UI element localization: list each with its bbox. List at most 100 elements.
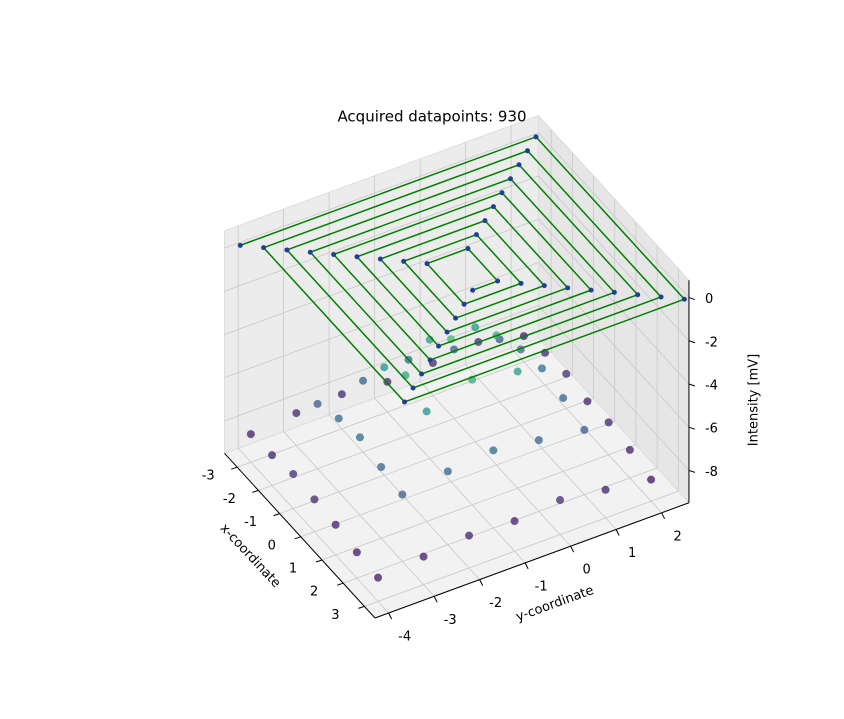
- tick-mark: [273, 513, 280, 517]
- tick-mark: [661, 512, 666, 520]
- data-point: [513, 367, 522, 376]
- grid-line: [419, 381, 571, 547]
- path-vertex: [516, 162, 522, 168]
- x-axis-label: x-coordinate: [217, 521, 284, 591]
- path-vertex: [524, 148, 530, 154]
- tick-mark: [688, 297, 696, 301]
- path-vertex: [453, 315, 459, 321]
- path-vertex: [495, 278, 501, 284]
- data-point: [380, 363, 389, 372]
- path-vertex: [307, 249, 313, 255]
- data-point: [556, 496, 565, 505]
- path-vertex: [541, 283, 547, 289]
- path-vertex: [402, 399, 408, 405]
- grid-line: [465, 364, 617, 530]
- path-vertex: [635, 292, 641, 298]
- path-vertex: [470, 287, 476, 293]
- tick-mark: [688, 340, 696, 344]
- scan-path: [239, 135, 686, 403]
- path-vertex: [482, 218, 488, 224]
- x-axis: [224, 452, 376, 619]
- data-point: [443, 467, 452, 476]
- path-vertex: [427, 357, 433, 363]
- grid-line: [538, 175, 690, 342]
- grid-line: [538, 218, 690, 385]
- tick-mark: [570, 545, 575, 553]
- data-point: [534, 436, 543, 445]
- z-tick-label: -4: [705, 378, 718, 393]
- tick-mark: [388, 612, 393, 620]
- grid-line: [321, 444, 637, 561]
- grid-line: [374, 397, 526, 564]
- y-tick-label: -4: [398, 629, 411, 644]
- data-point: [562, 369, 571, 378]
- grid-line: [224, 218, 539, 335]
- z-tick-label: 0: [705, 292, 713, 307]
- tick-mark: [524, 562, 529, 570]
- z-axis-label: Intensity [mV]: [747, 354, 762, 446]
- path-vertex: [681, 296, 687, 302]
- path-vertex: [377, 256, 383, 262]
- y-axis: [374, 502, 690, 619]
- tick-mark: [479, 579, 484, 586]
- data-point: [604, 418, 613, 427]
- data-point: [465, 531, 474, 540]
- data-point: [601, 485, 610, 494]
- tick-mark: [688, 426, 696, 430]
- data-point: [422, 407, 431, 416]
- grid-line: [224, 305, 539, 422]
- path-vertex: [419, 371, 425, 377]
- path-vertex: [507, 176, 513, 182]
- y-tick-label: -2: [489, 596, 502, 611]
- data-point: [246, 430, 255, 439]
- data-point: [647, 475, 656, 484]
- data-point: [401, 371, 410, 380]
- z-tick-label: -2: [705, 335, 718, 350]
- data-point: [625, 445, 634, 454]
- x-tick-label: 1: [289, 562, 297, 577]
- data-point: [419, 552, 428, 561]
- data-point: [377, 463, 386, 472]
- path-vertex: [565, 285, 571, 291]
- grid-line: [237, 351, 552, 468]
- tick-mark: [615, 529, 620, 536]
- path-vertex: [410, 385, 416, 391]
- data-point: [289, 470, 298, 479]
- tick-mark: [358, 605, 365, 609]
- data-point: [580, 425, 589, 434]
- data-point: [268, 451, 277, 460]
- grid-line: [300, 421, 615, 538]
- y-tick-label: 2: [674, 529, 682, 544]
- tick-mark: [294, 536, 301, 540]
- path-vertex: [473, 232, 479, 238]
- data-point: [352, 548, 361, 557]
- data-point: [471, 323, 480, 332]
- x-tick-label: 3: [331, 608, 339, 623]
- x-tick-label: -2: [223, 492, 236, 507]
- data-point: [337, 390, 346, 399]
- x-tick-label: -3: [202, 469, 215, 484]
- data-point: [583, 397, 592, 406]
- grid-line: [258, 374, 573, 491]
- grid-line: [224, 175, 539, 292]
- chart-title: Acquired datapoints: 930: [337, 108, 526, 126]
- path-vertex: [611, 289, 617, 295]
- path-vertex: [465, 246, 471, 252]
- x-tick-label: 2: [310, 585, 318, 600]
- grid-line: [237, 448, 389, 614]
- tick-mark: [315, 559, 323, 563]
- data-point: [537, 364, 546, 373]
- path-vertex: [354, 254, 360, 260]
- path-vertex: [237, 242, 243, 248]
- tick-mark: [688, 383, 696, 387]
- data-point: [292, 409, 301, 418]
- y-tick-label: 0: [583, 563, 591, 578]
- path-vertex: [588, 287, 594, 293]
- path-vertex: [284, 247, 290, 253]
- path-vertex: [331, 251, 337, 257]
- y-tick-label: -3: [444, 613, 457, 628]
- z-tick-label: -8: [705, 465, 718, 480]
- grid-line: [364, 490, 679, 607]
- x-tick-label: 0: [268, 538, 276, 553]
